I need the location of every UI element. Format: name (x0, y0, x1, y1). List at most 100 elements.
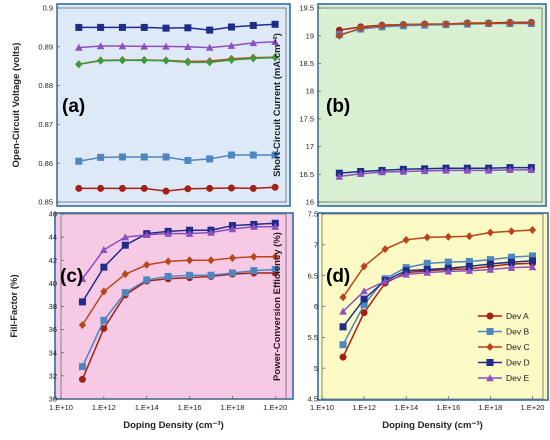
series-C (78, 252, 279, 329)
data-point (402, 270, 410, 278)
data-point (162, 24, 170, 32)
series-E (75, 37, 279, 51)
legend: Dev A Dev B Dev C Dev D Dev E (478, 311, 530, 383)
data-point (184, 156, 192, 164)
data-point (271, 20, 279, 28)
data-point (381, 277, 389, 285)
data-point (506, 166, 514, 174)
data-point (465, 266, 474, 274)
data-point (97, 184, 105, 192)
x-axis-label: Doping Density (cm⁻³) (123, 420, 224, 431)
data-point (271, 265, 279, 273)
plot-area (56, 7, 287, 203)
series-E (339, 263, 537, 315)
data-point (118, 56, 127, 65)
data-point (271, 53, 279, 62)
data-point (228, 253, 237, 262)
data-point (423, 233, 431, 242)
data-point (184, 43, 192, 50)
series-B (78, 265, 279, 371)
x-tick-label: 1.E+18 (220, 403, 244, 412)
series-line (339, 169, 532, 178)
y-tick-label: 0.89 (38, 42, 53, 51)
panel-frame (317, 212, 549, 401)
series-line (339, 166, 532, 174)
data-point (271, 252, 279, 261)
data-point (75, 157, 83, 165)
x-tick-label: 1.E+10 (49, 403, 73, 412)
data-point (335, 172, 344, 180)
data-point (360, 262, 368, 271)
y-tick-label: 19 (306, 31, 314, 40)
y-tick-label: 4.5 (308, 395, 318, 404)
x-tick-label: 1.E+20 (520, 403, 544, 412)
data-point (206, 26, 214, 34)
x-tick-label: 1.E+14 (135, 403, 159, 412)
data-point (97, 23, 105, 31)
data-point (140, 56, 148, 65)
data-point (227, 55, 236, 64)
data-point (442, 166, 450, 174)
data-point (184, 185, 192, 193)
data-point (271, 151, 279, 159)
data-point (142, 231, 151, 239)
data-point (205, 43, 214, 51)
data-point (339, 341, 347, 349)
data-point (528, 226, 537, 235)
series-line (78, 154, 276, 162)
series-line (81, 256, 276, 326)
y-tick-label: 19.5 (299, 4, 314, 13)
data-point (420, 167, 429, 175)
y-tick-label: 16 (306, 198, 314, 207)
data-point (360, 295, 368, 303)
data-point (162, 187, 170, 195)
data-point (271, 37, 279, 45)
y-tick-label: 32 (49, 371, 57, 380)
data-point (100, 263, 108, 271)
data-point (249, 21, 257, 29)
data-point (100, 287, 108, 296)
x-tick-label: 1.E+12 (352, 403, 376, 412)
data-point (162, 56, 170, 65)
y-tick-label: 17.5 (299, 114, 314, 123)
data-point (143, 260, 151, 269)
data-point (527, 18, 535, 27)
data-point (75, 43, 83, 51)
data-point (250, 267, 258, 275)
data-point (78, 375, 86, 383)
x-tick-label: 1.E+16 (178, 403, 202, 412)
series-line (342, 262, 533, 358)
y-tick-label: 16.5 (299, 170, 314, 179)
x-tick-label: 1.E+14 (394, 403, 418, 412)
data-point (249, 151, 257, 159)
data-point (118, 153, 126, 161)
data-point (97, 153, 105, 161)
y-tick-label: 7 (314, 240, 318, 249)
y-tick-label: 30 (49, 395, 57, 404)
data-point (507, 263, 516, 271)
series-line (339, 22, 532, 37)
panel-frame (56, 3, 291, 207)
data-point (118, 23, 126, 31)
data-point (442, 20, 450, 29)
data-point (207, 271, 215, 279)
series-line (78, 41, 276, 49)
data-point (206, 58, 214, 67)
data-point (96, 42, 105, 50)
series-line (342, 266, 533, 312)
data-point (528, 263, 537, 271)
y-tick-label: 0.9 (43, 4, 53, 13)
data-point (121, 233, 130, 241)
y-tick-label: 0.88 (38, 81, 53, 90)
series-line (78, 23, 276, 31)
data-point (121, 289, 129, 297)
panel-frame (317, 3, 547, 207)
y-tick-label: 7.5 (308, 210, 318, 219)
data-point (78, 298, 86, 306)
data-point (186, 271, 194, 279)
x-tick-label: 1.E+20 (263, 403, 287, 412)
legend-marker (486, 358, 494, 366)
data-point (97, 56, 105, 65)
data-point (463, 19, 471, 28)
series-line (81, 225, 276, 280)
